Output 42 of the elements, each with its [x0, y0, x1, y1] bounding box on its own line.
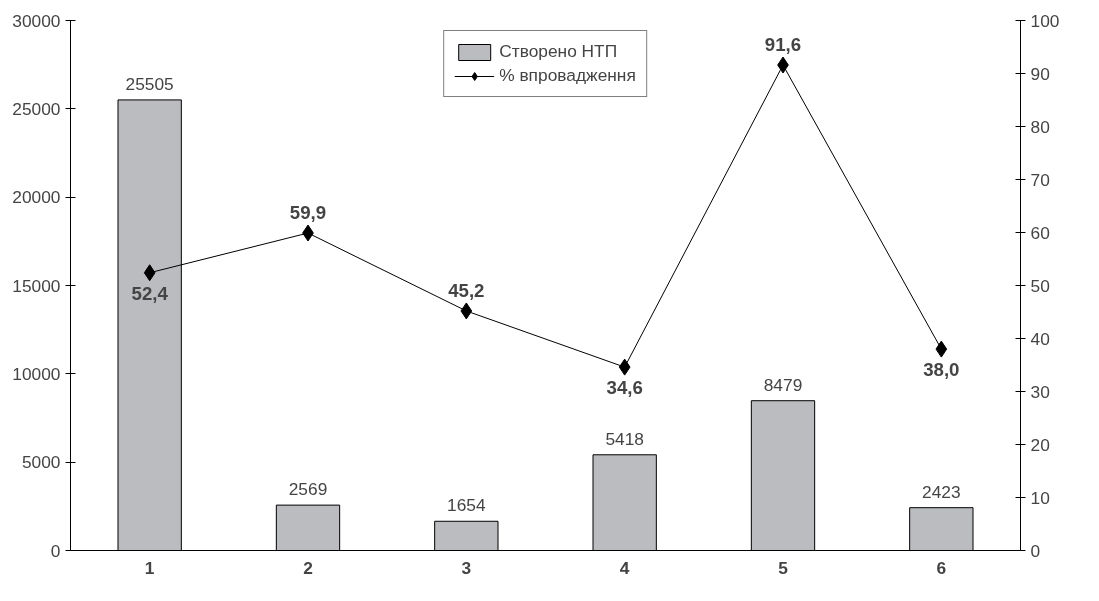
x-tick-label: 2 [303, 557, 313, 578]
y-tick-label: 15000 [12, 275, 61, 296]
y-tick-label: 10000 [12, 363, 61, 384]
data-label: 59,9 [289, 202, 327, 224]
y2-tick-label: 0 [1030, 540, 1041, 561]
y2-tick-label: 20 [1030, 434, 1050, 455]
x-tick-label: 4 [619, 557, 630, 578]
y2-tick-label: 40 [1030, 328, 1050, 349]
y2-tick-label: 60 [1030, 222, 1050, 243]
y-tick-label: 5000 [21, 452, 61, 473]
data-label: 34,6 [606, 377, 643, 399]
data-label: 38,0 [923, 359, 960, 381]
data-label: 2569 [288, 479, 328, 500]
data-label: 8479 [763, 374, 803, 395]
data-label: 5418 [605, 428, 644, 449]
data-label: 45,2 [448, 279, 485, 301]
y2-tick-label: 50 [1030, 275, 1050, 296]
y2-tick-label: 90 [1030, 63, 1050, 84]
y2-tick-label: 70 [1030, 169, 1050, 190]
y-tick-label: 30000 [12, 10, 61, 31]
x-tick-label: 3 [461, 557, 472, 578]
y2-tick-label: 10 [1030, 487, 1050, 508]
y-tick-label: 25000 [12, 98, 61, 119]
y2-tick-label: 30 [1030, 381, 1050, 402]
point [935, 340, 948, 358]
legend-label: % впровадження [499, 65, 636, 86]
data-label: 2423 [922, 481, 961, 502]
data-label: 52,4 [131, 282, 169, 304]
data-label: 1654 [447, 495, 486, 516]
y2-tick-label: 80 [1030, 116, 1050, 137]
y-tick-label: 20000 [12, 187, 61, 208]
data-label: 91,6 [764, 34, 802, 56]
legend-label: Створено НТП [499, 41, 618, 62]
y-tick-label: 0 [50, 540, 61, 561]
data-label: 25505 [125, 73, 174, 94]
point [143, 264, 156, 282]
y2-tick-label: 100 [1030, 10, 1060, 31]
point [460, 302, 473, 320]
x-tick-label: 1 [144, 557, 155, 578]
x-tick-label: 6 [936, 557, 947, 578]
point [618, 358, 631, 376]
x-tick-label: 5 [778, 557, 789, 578]
